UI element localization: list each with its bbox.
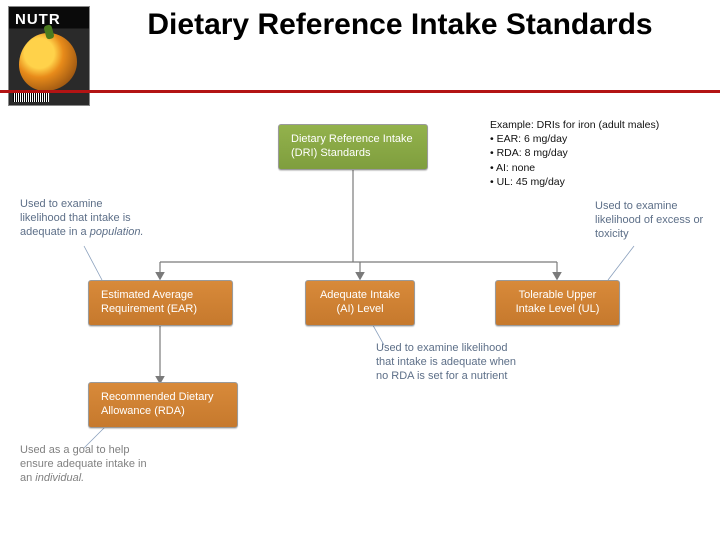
annotation-ai: Used to examine likelihood that intake i…	[376, 342, 526, 383]
node-rda: Recommended Dietary Allowance (RDA)	[88, 382, 238, 428]
annotation-rda: Used as a goal to help ensure adequate i…	[20, 444, 155, 485]
node-ul: Tolerable Upper Intake Level (UL)	[495, 280, 620, 326]
annotation-italic: population.	[90, 226, 144, 238]
node-line: Tolerable Upper	[508, 289, 607, 303]
annotation-ear: Used to examine likelihood that intake i…	[20, 198, 145, 239]
node-line: Intake Level (UL)	[508, 303, 607, 317]
annotation-text: Used to examine likelihood that intake i…	[376, 342, 516, 382]
node-line: Estimated Average	[101, 289, 220, 303]
node-dri-standards: Dietary Reference Intake (DRI) Standards	[278, 124, 428, 170]
example-item: • RDA: 8 mg/day	[490, 146, 690, 160]
example-block: Example: DRIs for iron (adult males) • E…	[490, 118, 690, 189]
annotation-italic: individual.	[35, 472, 84, 484]
node-line: Requirement (EAR)	[101, 303, 220, 317]
example-item: • AI: none	[490, 161, 690, 175]
node-line: Adequate Intake	[318, 289, 402, 303]
node-line: (DRI) Standards	[291, 147, 415, 161]
example-title: Example: DRIs for iron (adult males)	[490, 118, 690, 132]
dri-diagram: Dietary Reference Intake (DRI) Standards…	[0, 90, 720, 540]
node-line: (AI) Level	[318, 303, 402, 317]
cover-logo-text: NUTR	[15, 11, 61, 28]
node-line: Recommended Dietary	[101, 391, 225, 405]
example-item: • UL: 45 mg/day	[490, 175, 690, 189]
annotation-text: Used to examine likelihood of excess or …	[595, 200, 703, 240]
cover-image-pepper	[19, 33, 77, 91]
example-item: • EAR: 6 mg/day	[490, 132, 690, 146]
annotation-ul: Used to examine likelihood of excess or …	[595, 200, 705, 241]
slide-title: Dietary Reference Intake Standards	[100, 8, 700, 43]
node-ai: Adequate Intake (AI) Level	[305, 280, 415, 326]
node-ear: Estimated Average Requirement (EAR)	[88, 280, 233, 326]
node-line: Dietary Reference Intake	[291, 133, 415, 147]
node-line: Allowance (RDA)	[101, 405, 225, 419]
